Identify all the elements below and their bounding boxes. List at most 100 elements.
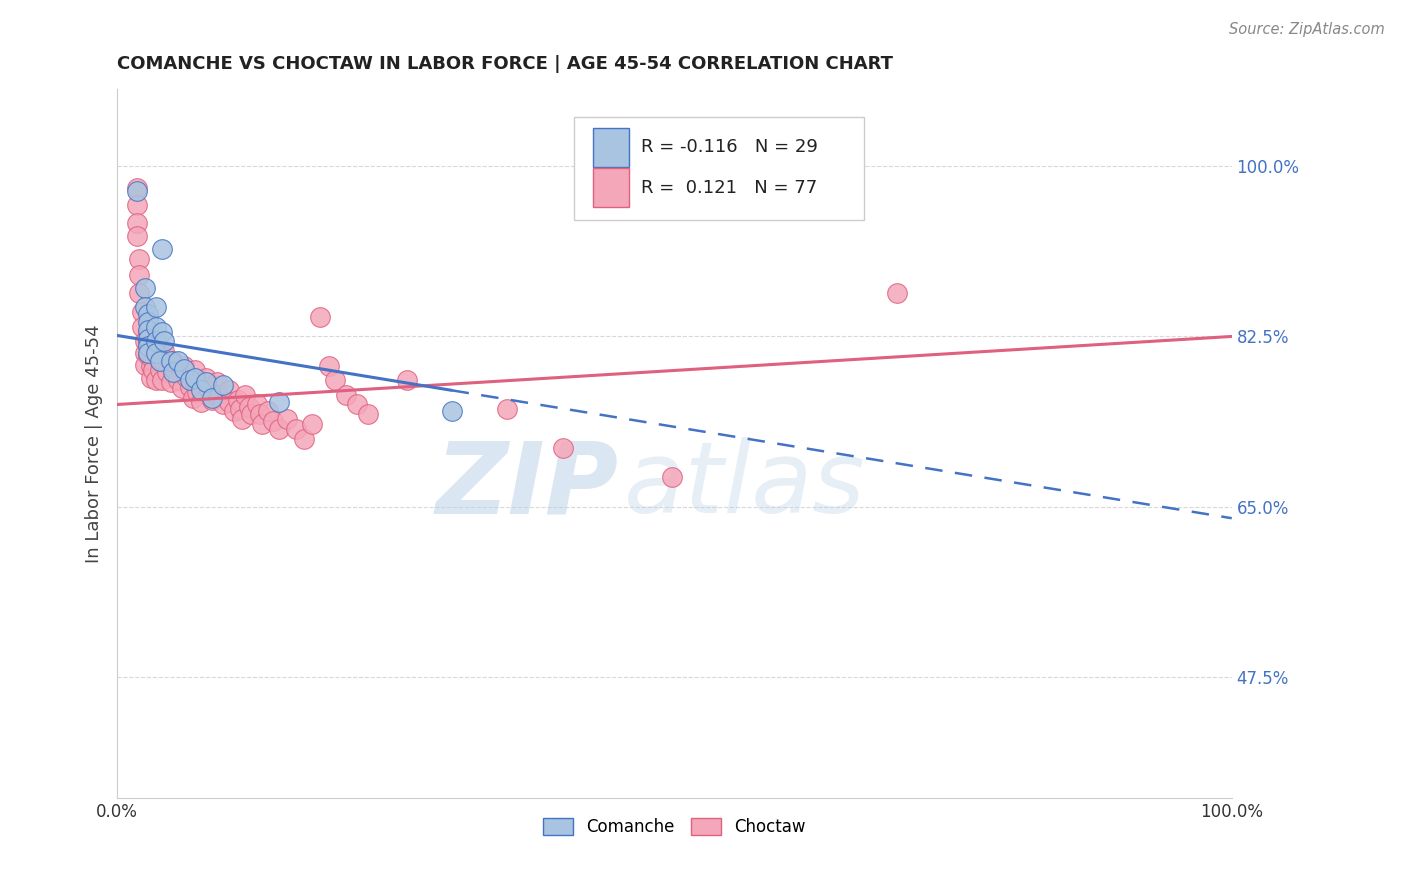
Point: [142, 363, 165, 377]
Point: [207, 388, 229, 402]
Point: [139, 371, 162, 385]
Point: [245, 397, 267, 411]
Point: [262, 414, 284, 428]
Text: Source: ZipAtlas.com: Source: ZipAtlas.com: [1229, 22, 1385, 37]
FancyBboxPatch shape: [593, 169, 628, 208]
Point: [301, 417, 323, 431]
Point: [184, 371, 207, 385]
Point: [174, 370, 197, 384]
Point: [395, 373, 418, 387]
Text: COMANCHE VS CHOCTAW IN LABOR FORCE | AGE 45-54 CORRELATION CHART: COMANCHE VS CHOCTAW IN LABOR FORCE | AGE…: [117, 55, 893, 73]
Y-axis label: In Labor Force | Age 45-54: In Labor Force | Age 45-54: [86, 324, 103, 563]
Point: [190, 383, 212, 397]
Point: [294, 432, 316, 446]
Point: [318, 359, 340, 373]
Point: [238, 401, 260, 415]
FancyBboxPatch shape: [593, 128, 628, 167]
Point: [127, 229, 149, 244]
Point: [127, 198, 149, 212]
Point: [179, 380, 201, 394]
Point: [212, 397, 235, 411]
Point: [138, 346, 160, 360]
Point: [165, 363, 187, 377]
Point: [150, 373, 173, 387]
Point: [156, 365, 179, 379]
Point: [159, 353, 181, 368]
Point: [267, 394, 290, 409]
Point: [139, 359, 162, 373]
Point: [162, 353, 184, 368]
Point: [127, 184, 149, 198]
Point: [150, 242, 173, 256]
Point: [256, 404, 278, 418]
Point: [231, 412, 253, 426]
Point: [284, 422, 307, 436]
Point: [661, 470, 683, 484]
Text: R =  0.121   N = 77: R = 0.121 N = 77: [641, 179, 817, 197]
Point: [195, 375, 218, 389]
Point: [167, 353, 190, 368]
Point: [249, 407, 271, 421]
Point: [218, 383, 240, 397]
Point: [127, 180, 149, 194]
Point: [276, 412, 298, 426]
Point: [239, 407, 262, 421]
Point: [335, 388, 357, 402]
Point: [153, 344, 176, 359]
Point: [173, 359, 195, 373]
Point: [181, 391, 204, 405]
Point: [212, 378, 235, 392]
Point: [138, 348, 160, 362]
Point: [167, 373, 190, 387]
Point: [153, 356, 176, 370]
Point: [179, 373, 201, 387]
Point: [150, 325, 173, 339]
Point: [218, 394, 240, 409]
Point: [127, 216, 149, 230]
Point: [145, 334, 167, 349]
Point: [134, 300, 156, 314]
Point: [145, 319, 167, 334]
Point: [184, 375, 207, 389]
Point: [145, 373, 167, 387]
Point: [134, 334, 156, 349]
Point: [159, 375, 181, 389]
Point: [186, 384, 208, 399]
Point: [201, 392, 224, 407]
Point: [170, 381, 193, 395]
Point: [145, 300, 167, 314]
Point: [142, 353, 165, 368]
Point: [153, 334, 176, 349]
Text: atlas: atlas: [624, 437, 866, 534]
Point: [551, 441, 574, 455]
Point: [357, 407, 380, 421]
Point: [148, 344, 170, 359]
Point: [229, 402, 252, 417]
Point: [226, 392, 249, 407]
Point: [190, 394, 212, 409]
Point: [496, 402, 519, 417]
Point: [886, 285, 908, 300]
Point: [309, 310, 332, 324]
Point: [162, 365, 184, 379]
Point: [148, 363, 170, 377]
FancyBboxPatch shape: [574, 117, 863, 219]
Point: [195, 371, 218, 385]
Text: ZIP: ZIP: [436, 437, 619, 534]
Point: [138, 315, 160, 329]
Point: [131, 319, 153, 334]
Point: [346, 397, 368, 411]
Point: [224, 404, 246, 418]
Point: [664, 888, 686, 892]
Point: [138, 332, 160, 346]
Point: [235, 388, 257, 402]
Point: [184, 363, 207, 377]
Point: [138, 336, 160, 351]
Point: [201, 391, 224, 405]
Point: [267, 422, 290, 436]
Point: [128, 268, 150, 283]
Point: [138, 323, 160, 337]
Text: R = -0.116   N = 29: R = -0.116 N = 29: [641, 138, 818, 156]
Legend: Comanche, Choctaw: Comanche, Choctaw: [536, 812, 813, 843]
Point: [128, 285, 150, 300]
